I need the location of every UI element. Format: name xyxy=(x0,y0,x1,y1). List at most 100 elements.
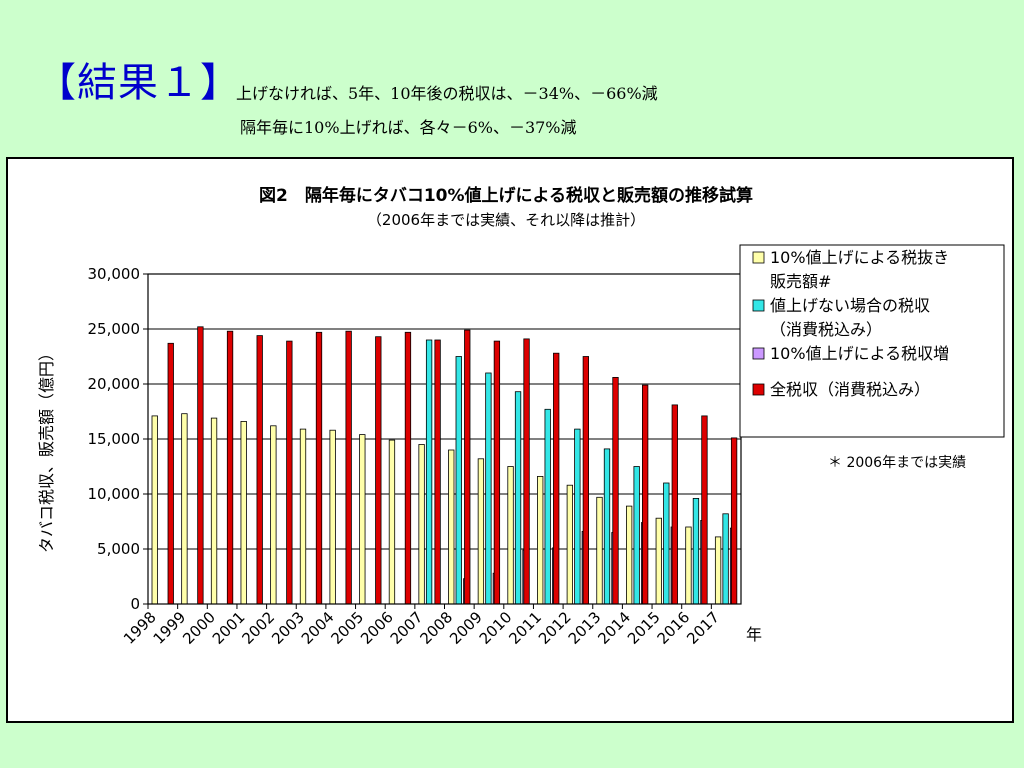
chart-panel: 図2 隔年毎にタバコ10%値上げによる税収と販売額の推移試算 （2006年までは… xyxy=(6,157,1014,723)
x-tick-label: 2000 xyxy=(179,608,219,648)
bar-series-4 xyxy=(404,331,412,605)
x-tick-label: 1998 xyxy=(120,608,160,648)
chart-title: 図2 隔年毎にタバコ10%値上げによる税収と販売額の推移試算 xyxy=(259,185,753,206)
x-tick-label: 2008 xyxy=(416,608,456,648)
x-tick-label: 2013 xyxy=(565,608,605,648)
y-tick-label: 0 xyxy=(130,595,140,613)
x-tick-label: 2003 xyxy=(268,608,308,648)
bar-series-4 xyxy=(226,330,234,605)
y-tick-label: 5,000 xyxy=(97,540,140,558)
bar-series-4 xyxy=(582,356,589,605)
x-tick-label: 1999 xyxy=(150,608,190,648)
bar-series-1 xyxy=(240,420,247,605)
x-tick-label: 2017 xyxy=(683,608,723,648)
bar-series-4 xyxy=(642,384,649,605)
bar-series-4 xyxy=(315,331,323,605)
bar-series-4 xyxy=(434,339,441,605)
x-tick-label: 2012 xyxy=(535,608,575,648)
bar-series-4 xyxy=(612,376,619,605)
bar-series-1 xyxy=(507,466,514,605)
bar-series-1 xyxy=(418,444,425,605)
summary-line-1: 上げなければ、5年、10年後の税収は、－34%、－66%減 xyxy=(236,84,658,103)
bar-series-4 xyxy=(523,338,530,605)
x-tick-label: 2005 xyxy=(327,608,367,648)
bar-series-1 xyxy=(477,458,485,605)
footnote: ＊ 2006年までは実績 xyxy=(828,455,967,471)
bar-series-4 xyxy=(197,326,204,605)
legend-box xyxy=(739,244,1005,438)
bar-series-1 xyxy=(537,475,544,605)
legend-swatch-1 xyxy=(752,251,765,264)
bar-series-2 xyxy=(692,497,700,605)
x-tick-label: 2014 xyxy=(594,608,634,648)
bar-series-4 xyxy=(256,335,263,605)
y-tick-label: 20,000 xyxy=(88,375,141,393)
plot-border xyxy=(147,273,742,605)
bar-series-2 xyxy=(485,372,492,605)
x-tick-label: 2004 xyxy=(298,608,338,648)
bar-series-4 xyxy=(701,415,708,605)
bar-series-2 xyxy=(663,482,670,605)
x-tick-label: 2015 xyxy=(624,608,664,648)
bar-series-4 xyxy=(167,342,174,605)
bar-series-2 xyxy=(574,428,581,605)
legend-swatch-2 xyxy=(752,299,765,312)
bar-series-4 xyxy=(730,437,738,605)
x-tick-label: 2002 xyxy=(239,608,279,648)
y-tick-label: 15,000 xyxy=(88,430,141,448)
bar-series-1 xyxy=(270,425,277,605)
bar-series-4 xyxy=(493,340,501,605)
bar-series-2 xyxy=(722,513,729,605)
legend-label-1: 10%値上げによる税抜き xyxy=(770,248,949,267)
bar-series-4 xyxy=(553,352,560,605)
x-tick-label: 2006 xyxy=(357,608,397,648)
x-tick-label: 2009 xyxy=(446,608,486,648)
chart-subtitle: （2006年までは実績、それ以降は推計） xyxy=(367,211,645,229)
plot-area: 0 5,000 10,000 15,000 20,000 25,000 30,000 1998… xyxy=(88,265,742,648)
bar-series-4 xyxy=(345,330,352,605)
bar-series-1 xyxy=(626,505,633,605)
x-tick-label: 2011 xyxy=(505,608,545,648)
x-tick-label: 2007 xyxy=(387,608,427,648)
legend-label-4: 全税収（消費税込み） xyxy=(770,380,930,399)
legend-swatch-3 xyxy=(752,347,765,360)
bar-series-1 xyxy=(655,517,662,605)
x-axis-label: 年 xyxy=(746,625,762,644)
bar-series-4 xyxy=(671,404,678,605)
y-tick-label: 25,000 xyxy=(88,320,141,338)
summary-line-2: 隔年毎に10%上げれば、各々－6%、－37%減 xyxy=(240,118,577,137)
y-tick-label: 10,000 xyxy=(88,485,141,503)
bar-series-2 xyxy=(633,466,640,605)
legend-swatch-4 xyxy=(752,383,765,396)
x-tick-label: 2016 xyxy=(654,608,694,648)
y-tick-label: 30,000 xyxy=(88,265,141,283)
bar-series-1 xyxy=(714,536,722,605)
y-axis-label: タバコ税収、販売額（億円） xyxy=(37,345,56,553)
bar-series-1 xyxy=(566,484,573,605)
bar-series-1 xyxy=(596,496,603,605)
bar-series-4 xyxy=(286,340,293,605)
bar-series-1 xyxy=(151,415,158,605)
legend-label-1: 販売額# xyxy=(770,272,831,291)
bar-series-2 xyxy=(514,391,522,605)
legend-label-3: 10%値上げによる税収増 xyxy=(770,344,949,363)
chart-svg: 図2 隔年毎にタバコ10%値上げによる税収と販売額の推移試算 （2006年までは… xyxy=(37,185,1005,648)
bar-series-2 xyxy=(544,408,551,605)
bar-series-1 xyxy=(329,429,336,605)
bar-series-2 xyxy=(603,448,611,605)
bar-series-1 xyxy=(181,413,188,605)
bar-series-1 xyxy=(210,417,218,605)
x-tick-label: 2010 xyxy=(476,608,516,648)
bar-series-1 xyxy=(299,428,307,605)
bar-series-2 xyxy=(425,339,433,605)
bar-series-4 xyxy=(464,329,471,605)
bar-series-1 xyxy=(359,434,366,605)
bar-series-1 xyxy=(685,526,692,605)
slide-title: 【結果１】 xyxy=(36,60,241,106)
bar-series-4 xyxy=(375,336,382,605)
bar-series-2 xyxy=(455,356,462,605)
bar-series-1 xyxy=(448,449,455,605)
legend-label-2: （消費税込み） xyxy=(770,320,882,339)
legend-label-2: 値上げない場合の税収 xyxy=(770,296,930,315)
